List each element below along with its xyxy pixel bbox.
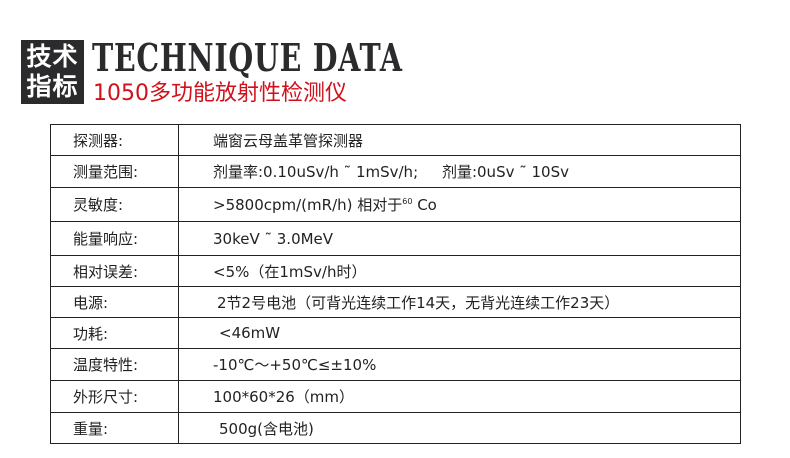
spec-value: <5%（在1mSv/h时） xyxy=(178,255,741,287)
spec-value: 100*60*26（mm） xyxy=(178,380,741,413)
spec-label: 温度特性: xyxy=(50,348,179,381)
spec-label: 外形尺寸: xyxy=(50,380,179,413)
table-row: 重量: 500g(含电池) xyxy=(50,412,741,444)
table-row: 探测器: 端窗云母盖革管探测器 xyxy=(50,124,741,156)
spec-value: >5800cpm/(mR/h) 相对于60 Co xyxy=(178,187,741,222)
product-title: 1050多功能放射性检测仪 xyxy=(93,81,347,106)
spec-value: -10℃～+50℃≤±10% xyxy=(178,348,741,381)
table-row: 测量范围: 剂量率:0.10uSv/h ˜ 1mSv/h; 剂量:0uSv ˜ 1… xyxy=(50,155,741,188)
spec-label: 电源: xyxy=(50,286,179,318)
table-row: 电源: 2节2号电池（可背光连续工作14天，无背光连续工作23天） xyxy=(50,286,741,318)
isotope-mass-number: 60 xyxy=(402,197,413,206)
badge-line2: 指标 xyxy=(26,72,79,101)
spec-label: 功耗: xyxy=(50,317,179,349)
spec-value-isotope: Co xyxy=(412,196,437,214)
badge-line1: 技术 xyxy=(26,42,79,71)
table-row: 温度特性: -10℃～+50℃≤±10% xyxy=(50,348,741,381)
table-row: 外形尺寸: 100*60*26（mm） xyxy=(50,380,741,413)
spec-label: 能量响应: xyxy=(50,221,179,256)
spec-label: 探测器: xyxy=(50,124,179,156)
spec-label: 相对误差: xyxy=(50,255,179,287)
spec-value-main: >5800cpm/(mR/h) 相对于 xyxy=(213,196,403,214)
spec-value: 30keV ˜ 3.0MeV xyxy=(178,221,741,256)
title-english: TECHNIQUE DATA xyxy=(92,35,403,80)
spec-label: 测量范围: xyxy=(50,155,179,188)
spec-value: 端窗云母盖革管探测器 xyxy=(178,124,741,156)
spec-value: 500g(含电池) xyxy=(178,412,741,444)
spec-value: 剂量率:0.10uSv/h ˜ 1mSv/h; 剂量:0uSv ˜ 10Sv xyxy=(178,155,741,188)
spec-label: 灵敏度: xyxy=(50,187,179,222)
spec-table: 探测器: 端窗云母盖革管探测器 测量范围: 剂量率:0.10uSv/h ˜ 1mSv… xyxy=(50,124,741,444)
spec-value: 2节2号电池（可背光连续工作14天，无背光连续工作23天） xyxy=(178,286,741,318)
table-row: 能量响应: 30keV ˜ 3.0MeV xyxy=(50,221,741,256)
table-row: 功耗: <46mW xyxy=(50,317,741,349)
spec-value: <46mW xyxy=(178,317,741,349)
table-row: 灵敏度: >5800cpm/(mR/h) 相对于60 Co xyxy=(50,187,741,222)
title-badge: 技术 指标 xyxy=(21,40,84,104)
spec-label: 重量: xyxy=(50,412,179,444)
table-row: 相对误差: <5%（在1mSv/h时） xyxy=(50,255,741,287)
